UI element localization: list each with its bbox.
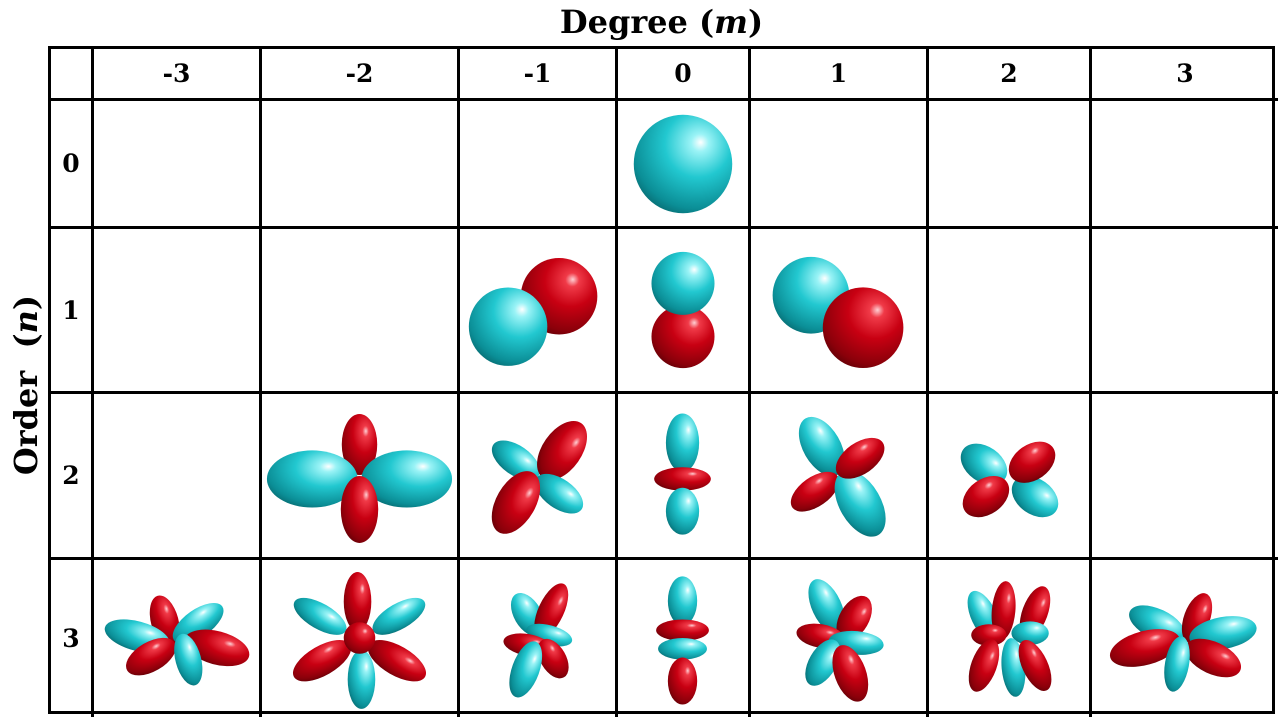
- cell-n1-mneg3: [94, 229, 262, 394]
- harmonics-table: -3 -2 -1 0 1 2 3 0 1 2: [48, 46, 1278, 717]
- cell-n3-m3: [1092, 560, 1278, 717]
- order-variable: n: [7, 310, 45, 334]
- harmonic-n3-m-2-image: [292, 572, 427, 709]
- harmonic-n1-m1-image: [772, 256, 904, 368]
- cell-n3-mneg3: [94, 560, 262, 717]
- col-header-m-2: 2: [929, 49, 1092, 101]
- harmonic-n1-m-1-image: [468, 257, 598, 366]
- harmonic-n3-m1-image: [796, 579, 884, 702]
- harmonic-n0-m0-image: [633, 114, 733, 213]
- cell-n0-mneg2: [262, 101, 460, 229]
- row-header-n-1: 1: [51, 229, 94, 394]
- order-title-text: Order: [7, 359, 45, 476]
- col-header-m-3: 3: [1092, 49, 1278, 101]
- cell-n2-m3: [1092, 394, 1278, 560]
- harmonic-n2-m2-image: [960, 441, 1059, 517]
- row-header-n-2: 2: [51, 394, 94, 560]
- harmonic-n2-m0-image: [654, 412, 711, 535]
- cell-n2-m0: [618, 394, 751, 560]
- cell-n3-m0: [618, 560, 751, 717]
- cell-n1-mneg2: [262, 229, 460, 394]
- col-header-m-1: 1: [751, 49, 929, 101]
- cell-n0-m3: [1092, 101, 1278, 229]
- row-header-n-0: 0: [51, 101, 94, 229]
- cell-n2-mneg3: [94, 394, 262, 560]
- cell-n1-m2: [929, 229, 1092, 394]
- order-axis-title: Order (n): [7, 294, 45, 476]
- cell-n3-mneg2: [262, 560, 460, 717]
- harmonic-n3-m0-image: [656, 576, 709, 705]
- col-header-m-neg1: -1: [460, 49, 618, 101]
- cell-n2-m1: [751, 394, 929, 560]
- degree-title-text: Degree: [559, 3, 688, 41]
- cell-n0-m0: [618, 101, 751, 229]
- col-header-m-neg3: -3: [94, 49, 262, 101]
- col-header-m-0: 0: [618, 49, 751, 101]
- degree-variable: m: [714, 3, 749, 41]
- cell-n2-mneg1: [460, 394, 618, 560]
- harmonic-n3-m3-image: [1109, 593, 1257, 692]
- cell-n2-mneg2: [262, 394, 460, 560]
- cell-n0-mneg1: [460, 101, 618, 229]
- cell-n3-m2: [929, 560, 1092, 717]
- cell-n1-m3: [1092, 229, 1278, 394]
- degree-axis-title: Degree (m): [559, 3, 764, 41]
- harmonic-n1-m0-image: [651, 251, 715, 368]
- corner-cell: [51, 49, 94, 101]
- cell-n1-m1: [751, 229, 929, 394]
- harmonic-n3-m2-image: [967, 581, 1052, 697]
- cell-n3-m1: [751, 560, 929, 717]
- row-header-n-3: 3: [51, 560, 94, 717]
- cell-n0-m1: [751, 101, 929, 229]
- harmonic-n2-m1-image: [790, 416, 886, 537]
- harmonic-n3-m-1-image: [503, 583, 573, 698]
- cell-n0-mneg3: [94, 101, 262, 229]
- cell-n1-m0: [618, 229, 751, 394]
- harmonic-n2-m-1-image: [491, 420, 588, 534]
- cell-n1-mneg1: [460, 229, 618, 394]
- cell-n2-m2: [929, 394, 1092, 560]
- cell-n3-mneg1: [460, 560, 618, 717]
- col-header-m-neg2: -2: [262, 49, 460, 101]
- harmonic-n3-m-3-image: [104, 595, 250, 686]
- cell-n0-m2: [929, 101, 1092, 229]
- harmonic-n2-m-2-image: [266, 413, 453, 543]
